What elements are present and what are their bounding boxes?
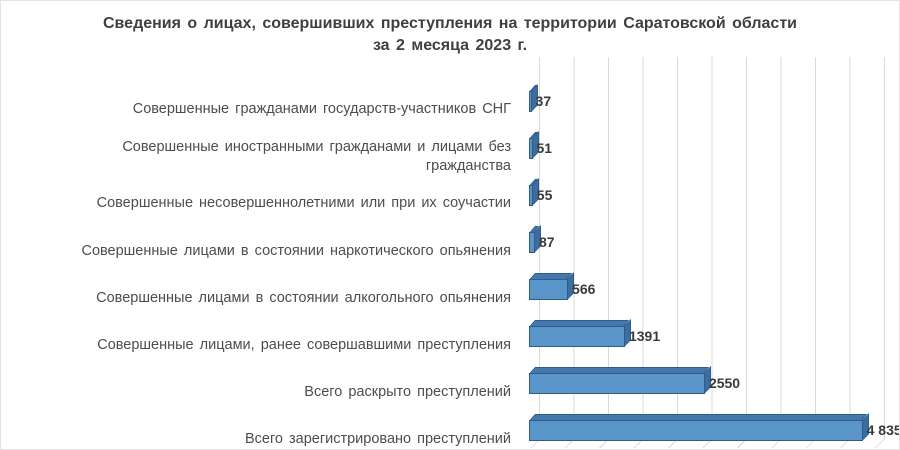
bar-row: Всего зарегистрировано преступлений 4 835 [1,407,900,449]
bar-value-label: 2550 [708,375,741,392]
bar-row: Всего раскрыто преступлений 2550 [1,360,899,407]
category-label: Совершенные иностранными гражданами и ли… [122,138,511,174]
bar-track: 2550 [525,360,899,407]
bar-row: Совершенные гражданами государств-участн… [1,77,899,124]
bar-value-label: 1391 [628,328,661,345]
bar-track: 87 [525,218,899,265]
bar-value-label: 4 835 [866,422,900,439]
category-label: Совершенные лицами в состоянии алкогольн… [96,289,511,306]
bar-row: Совершенные лицами в состоянии алкогольн… [1,266,899,313]
bar-track: 55 [525,171,899,218]
bar-track: 37 [525,77,899,124]
bar-top-face [529,273,573,281]
bar-value-label: 37 [535,92,552,109]
bar-row: Совершенные иностранными гражданами и ли… [1,124,899,174]
bar-track: 1391 [525,313,899,360]
bar-row: Совершенные лицами в состоянии наркотиче… [1,218,899,265]
chart-title-line1: Сведения о лицах, совершивших преступлен… [102,15,797,32]
bar [529,130,539,159]
category-label: Совершенные несовершеннолетними или при … [96,195,511,212]
bar-top-face [529,367,710,375]
bar [529,366,711,395]
bar-value-label: 566 [572,281,596,298]
bar-value-label: 87 [539,233,555,250]
bar-value-label: 55 [536,186,553,203]
chart-title: Сведения о лицах, совершивших преступлен… [1,13,899,58]
bar-track: 566 [525,266,899,313]
bar-track: 51 [525,124,899,171]
category-label: Совершенные лицами, ранее совершавшими п… [97,336,511,353]
bar-top-face [529,414,867,422]
bar [529,224,541,253]
category-label: Всего раскрыто преступлений [304,383,511,400]
category-label: Всего зарегистрировано преступлений [244,431,511,448]
bar [529,177,539,206]
bar-track: 4 835 [525,407,900,449]
bar-row: Совершенные несовершеннолетними или при … [1,171,899,218]
bar [529,319,631,348]
chart-title-line2: за 2 месяца 2023 г. [372,37,528,55]
bar-row: Совершенные лицами, ранее совершавшими п… [1,313,899,360]
category-label: Совершенные гражданами государств-участн… [132,101,511,118]
bar [529,272,575,301]
bar [529,83,539,112]
category-label: Совершенные лицами в состоянии наркотиче… [81,242,511,259]
bar-top-face [529,320,630,328]
bar-rows: Совершенные гражданами государств-участн… [1,77,900,449]
bar [529,413,869,442]
bar-value-label: 51 [536,139,553,156]
